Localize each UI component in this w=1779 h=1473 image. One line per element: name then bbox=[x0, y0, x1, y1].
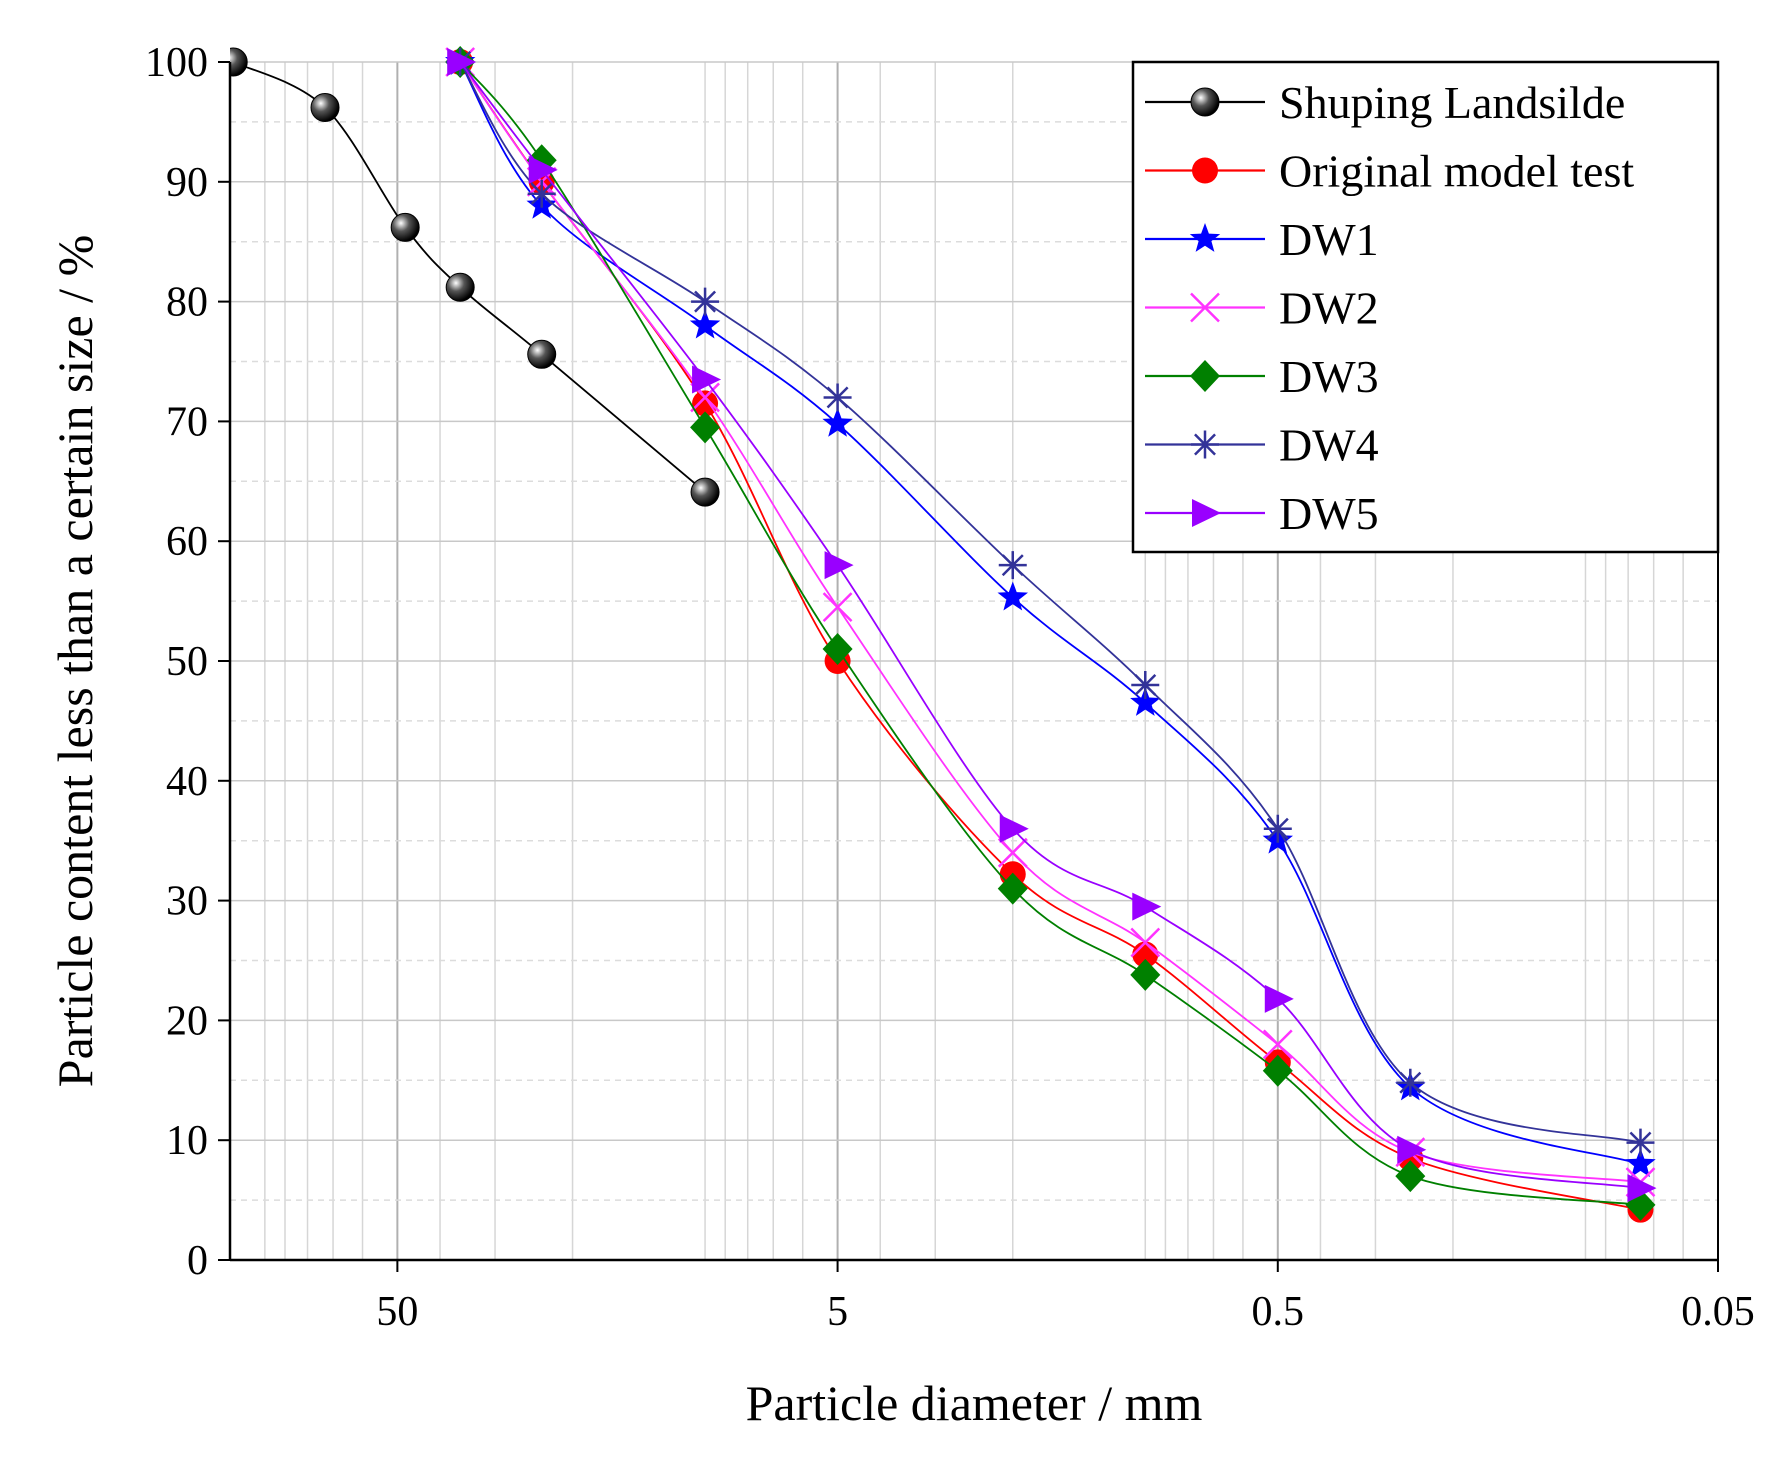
triangle-marker bbox=[1132, 892, 1162, 921]
triangle-marker bbox=[692, 365, 722, 394]
series-shuping-landsilde bbox=[230, 47, 720, 507]
sphere-marker bbox=[690, 477, 720, 507]
legend-label: DW3 bbox=[1279, 351, 1379, 402]
x-tick-label: 5 bbox=[827, 1289, 848, 1335]
sphere-marker bbox=[310, 93, 340, 123]
asterisk-marker bbox=[691, 287, 720, 316]
diamond-marker bbox=[1130, 958, 1161, 991]
x-marker bbox=[1190, 292, 1220, 323]
y-axis-title: Particle content less than a certain siz… bbox=[47, 235, 103, 1087]
y-tick-label: 90 bbox=[166, 160, 208, 206]
legend-item: DW5 bbox=[1145, 488, 1379, 539]
y-tick-label: 0 bbox=[187, 1238, 208, 1284]
star-marker bbox=[1625, 1148, 1656, 1178]
diamond-marker bbox=[822, 633, 853, 666]
triangle-marker bbox=[447, 48, 477, 76]
sphere-marker bbox=[445, 272, 475, 302]
asterisk-marker bbox=[1626, 1128, 1655, 1157]
asterisk-marker bbox=[527, 179, 556, 208]
legend-item: Original model test bbox=[1145, 146, 1634, 197]
y-tick-label: 50 bbox=[166, 639, 208, 685]
diamond-marker bbox=[1190, 360, 1220, 392]
legend-label: DW2 bbox=[1279, 283, 1379, 334]
x-axis-title: Particle diameter / mm bbox=[746, 1375, 1203, 1431]
asterisk-marker bbox=[1396, 1068, 1425, 1097]
diamond-marker bbox=[997, 872, 1028, 905]
star-marker bbox=[1130, 686, 1161, 716]
triangle-marker bbox=[1192, 499, 1221, 527]
legend-item: Shuping Landsilde bbox=[1145, 77, 1625, 128]
star-marker bbox=[689, 309, 721, 339]
sphere-marker bbox=[230, 47, 248, 77]
series-line bbox=[459, 61, 1641, 1183]
x-marker bbox=[1130, 927, 1161, 958]
asterisk-marker bbox=[998, 551, 1027, 580]
star-marker bbox=[997, 581, 1028, 611]
x-tick-label: 0.05 bbox=[1681, 1289, 1755, 1335]
y-tick-label: 80 bbox=[166, 280, 208, 326]
legend-label: Shuping Landsilde bbox=[1279, 77, 1625, 128]
diamond-marker bbox=[1262, 1054, 1293, 1087]
triangle-marker bbox=[528, 155, 558, 184]
series-line bbox=[459, 61, 1641, 1206]
diamond-marker bbox=[1395, 1160, 1426, 1193]
triangle-marker bbox=[824, 551, 854, 580]
series-line bbox=[459, 61, 1641, 1144]
y-tick-label: 100 bbox=[145, 40, 208, 86]
circle-marker bbox=[1192, 157, 1218, 184]
y-tick-label: 10 bbox=[166, 1118, 208, 1164]
asterisk-marker bbox=[1131, 670, 1160, 699]
legend-label: DW5 bbox=[1279, 488, 1379, 539]
triangle-marker bbox=[1264, 984, 1294, 1013]
star-marker bbox=[822, 407, 853, 437]
sphere-marker bbox=[390, 212, 420, 242]
triangle-marker bbox=[1627, 1174, 1657, 1203]
sphere-marker bbox=[1190, 87, 1220, 117]
circle-marker bbox=[692, 390, 719, 417]
series-line bbox=[459, 61, 1641, 1166]
asterisk-marker bbox=[1263, 814, 1292, 843]
series-dw5 bbox=[447, 48, 1657, 1203]
asterisk-marker bbox=[823, 383, 852, 412]
triangle-marker bbox=[999, 814, 1029, 843]
legend-label: DW4 bbox=[1279, 420, 1379, 471]
x-marker bbox=[997, 837, 1028, 868]
x-tick-label: 50 bbox=[376, 1289, 418, 1335]
sphere-marker bbox=[527, 339, 557, 369]
legend-item: DW3 bbox=[1145, 351, 1379, 402]
legend-item: DW2 bbox=[1145, 283, 1379, 334]
legend-label: DW1 bbox=[1279, 214, 1379, 265]
series-layer bbox=[230, 46, 1657, 1223]
diamond-marker bbox=[690, 411, 721, 444]
asterisk-marker bbox=[1191, 430, 1219, 459]
x-marker bbox=[1262, 1029, 1293, 1060]
star-marker bbox=[1189, 223, 1221, 252]
x-marker bbox=[822, 592, 853, 622]
y-tick-label: 20 bbox=[166, 998, 208, 1044]
y-tick-label: 60 bbox=[166, 519, 208, 565]
y-tick-label: 70 bbox=[166, 399, 208, 445]
y-tick-label: 40 bbox=[166, 759, 208, 805]
y-tick-label: 30 bbox=[166, 879, 208, 925]
legend-item: DW4 bbox=[1145, 420, 1379, 471]
x-tick-label: 0.5 bbox=[1252, 1289, 1305, 1335]
axis-ticks: 0 10 20 30 40 50 60 70 80 90 100 50 5 0.5 0.05 bbox=[145, 40, 1755, 1335]
legend-item: DW1 bbox=[1145, 214, 1379, 265]
series-line bbox=[459, 61, 1641, 1189]
triangle-marker bbox=[1397, 1135, 1427, 1164]
legend: Shuping Landsilde Original model test DW1 D… bbox=[1131, 60, 1720, 554]
legend-label: Original model test bbox=[1279, 146, 1634, 197]
